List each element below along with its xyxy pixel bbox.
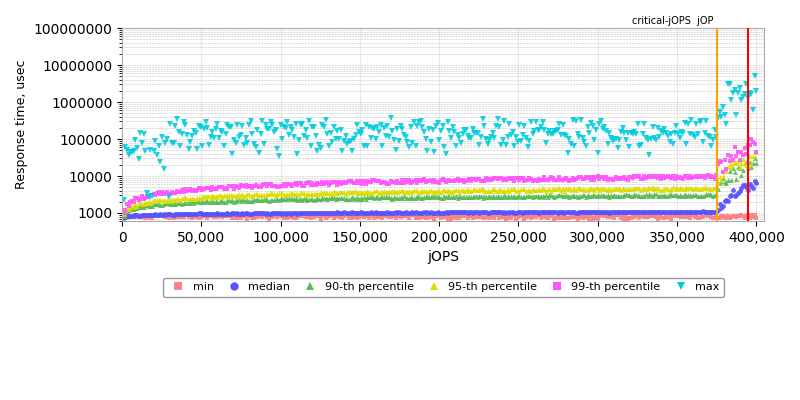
99-th percentile: [468, 176, 478, 181]
95-th percentile: [603, 188, 613, 192]
median: [468, 210, 478, 215]
max: [750, 74, 759, 79]
max: [401, 135, 410, 140]
min: [751, 215, 761, 220]
median: [750, 179, 759, 184]
min: [591, 213, 601, 218]
median: [119, 215, 129, 220]
max: [588, 124, 598, 128]
99-th percentile: [588, 174, 598, 179]
max: [494, 125, 504, 130]
90-th percentile: [588, 193, 598, 198]
90-th percentile: [119, 213, 129, 218]
max: [119, 197, 129, 202]
99-th percentile: [746, 136, 756, 141]
90-th percentile: [751, 160, 761, 165]
median: [751, 180, 761, 185]
90-th percentile: [750, 155, 759, 160]
Text: critical-jOPS  jOP: critical-jOPS jOP: [632, 16, 714, 26]
min: [402, 213, 412, 218]
max: [233, 122, 242, 127]
95-th percentile: [751, 150, 761, 154]
Line: 90-th percentile: 90-th percentile: [122, 155, 758, 218]
90-th percentile: [233, 198, 242, 203]
min: [471, 214, 481, 219]
median: [603, 210, 613, 215]
99-th percentile: [751, 149, 761, 154]
max: [751, 88, 761, 93]
median: [233, 211, 242, 216]
Line: 99-th percentile: 99-th percentile: [122, 136, 758, 216]
95-th percentile: [119, 212, 129, 217]
99-th percentile: [494, 176, 504, 180]
min: [119, 214, 129, 218]
Line: 95-th percentile: 95-th percentile: [122, 149, 758, 217]
min: [606, 215, 616, 220]
95-th percentile: [588, 186, 598, 191]
Line: median: median: [122, 179, 758, 220]
min: [458, 212, 467, 217]
95-th percentile: [401, 189, 410, 194]
max: [468, 127, 478, 132]
90-th percentile: [494, 194, 504, 199]
99-th percentile: [233, 185, 242, 190]
95-th percentile: [494, 187, 504, 192]
median: [588, 209, 598, 214]
median: [494, 210, 504, 215]
99-th percentile: [119, 211, 129, 216]
Legend: min, median, 90-th percentile, 95-th percentile, 99-th percentile, max: min, median, 90-th percentile, 95-th per…: [162, 278, 724, 297]
90-th percentile: [401, 195, 410, 200]
90-th percentile: [603, 192, 613, 197]
95-th percentile: [468, 188, 478, 193]
median: [401, 210, 410, 215]
min: [316, 216, 326, 221]
max: [603, 141, 613, 146]
99-th percentile: [603, 178, 613, 182]
X-axis label: jOPS: jOPS: [427, 250, 459, 264]
90-th percentile: [468, 194, 478, 199]
95-th percentile: [750, 149, 759, 154]
Line: min: min: [122, 213, 758, 220]
min: [233, 216, 242, 220]
99-th percentile: [401, 178, 410, 182]
Y-axis label: Response time, usec: Response time, usec: [15, 60, 28, 189]
Line: max: max: [121, 73, 759, 203]
95-th percentile: [233, 192, 242, 197]
min: [498, 214, 507, 219]
